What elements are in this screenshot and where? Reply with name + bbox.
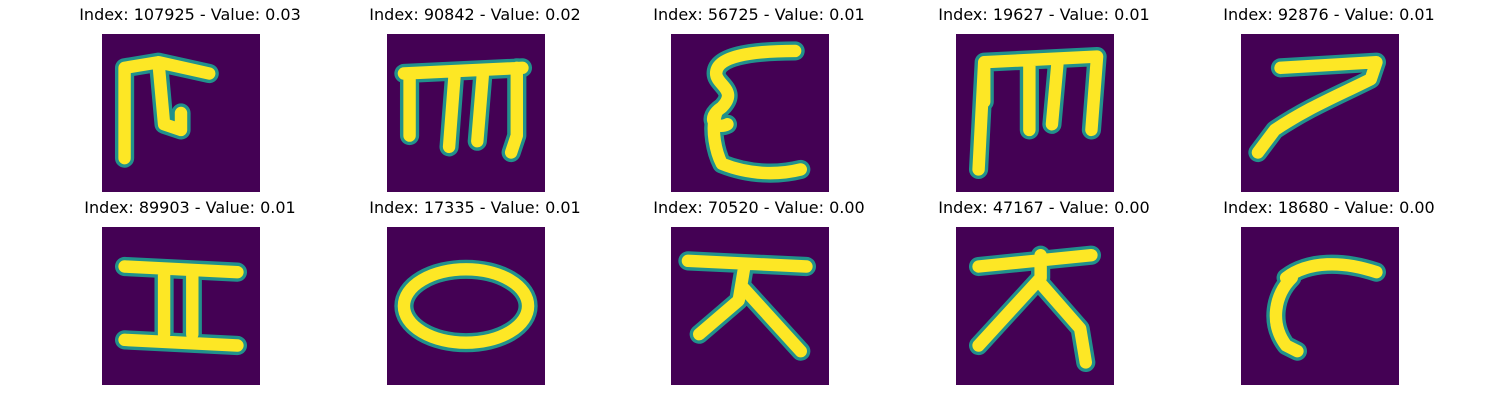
glyph-image-svg — [1241, 34, 1399, 192]
glyph-stroke — [681, 254, 813, 358]
glyph-stroke — [118, 260, 244, 352]
glyph-image-svg — [956, 227, 1114, 385]
glyph-image-svg — [387, 34, 545, 192]
glyph-image — [671, 34, 829, 192]
glyph-stroke — [972, 50, 1104, 176]
glyph-image — [387, 227, 545, 385]
glyph-image-svg — [102, 34, 260, 192]
panel-title: Index: 107925 - Value: 0.03 — [79, 5, 301, 24]
glyph-image — [956, 34, 1114, 192]
glyph-image — [102, 227, 260, 385]
glyph-stroke — [397, 61, 529, 159]
glyph-image-svg — [1241, 227, 1399, 385]
glyph-stroke — [118, 56, 216, 165]
glyph-image — [956, 227, 1114, 385]
panel-title: Index: 19627 - Value: 0.01 — [938, 5, 1150, 24]
glyph-stroke — [1251, 56, 1383, 159]
glyph-stroke — [707, 44, 807, 180]
glyph-image-svg — [102, 227, 260, 385]
panel-title: Index: 56725 - Value: 0.01 — [653, 5, 865, 24]
glyph-image-svg — [387, 227, 545, 385]
glyph-image-svg — [671, 34, 829, 192]
glyph-stroke — [1269, 258, 1383, 358]
panel-title: Index: 17335 - Value: 0.01 — [369, 198, 581, 217]
glyph-image — [671, 227, 829, 385]
glyph-image-svg — [956, 34, 1114, 192]
glyph-image — [1241, 34, 1399, 192]
panel-title: Index: 70520 - Value: 0.00 — [653, 198, 865, 217]
glyph-image — [387, 34, 545, 192]
glyph-image-svg — [671, 227, 829, 385]
panel-title: Index: 92876 - Value: 0.01 — [1223, 5, 1435, 24]
panel-title: Index: 18680 - Value: 0.00 — [1223, 198, 1435, 217]
glyph-stroke — [972, 249, 1098, 369]
glyph-image — [1241, 227, 1399, 385]
panel-title: Index: 90842 - Value: 0.02 — [369, 5, 581, 24]
panel-title: Index: 47167 - Value: 0.00 — [938, 198, 1150, 217]
glyph-stroke — [397, 263, 535, 349]
glyph-image — [102, 34, 260, 192]
panel-title: Index: 89903 - Value: 0.01 — [84, 198, 296, 217]
